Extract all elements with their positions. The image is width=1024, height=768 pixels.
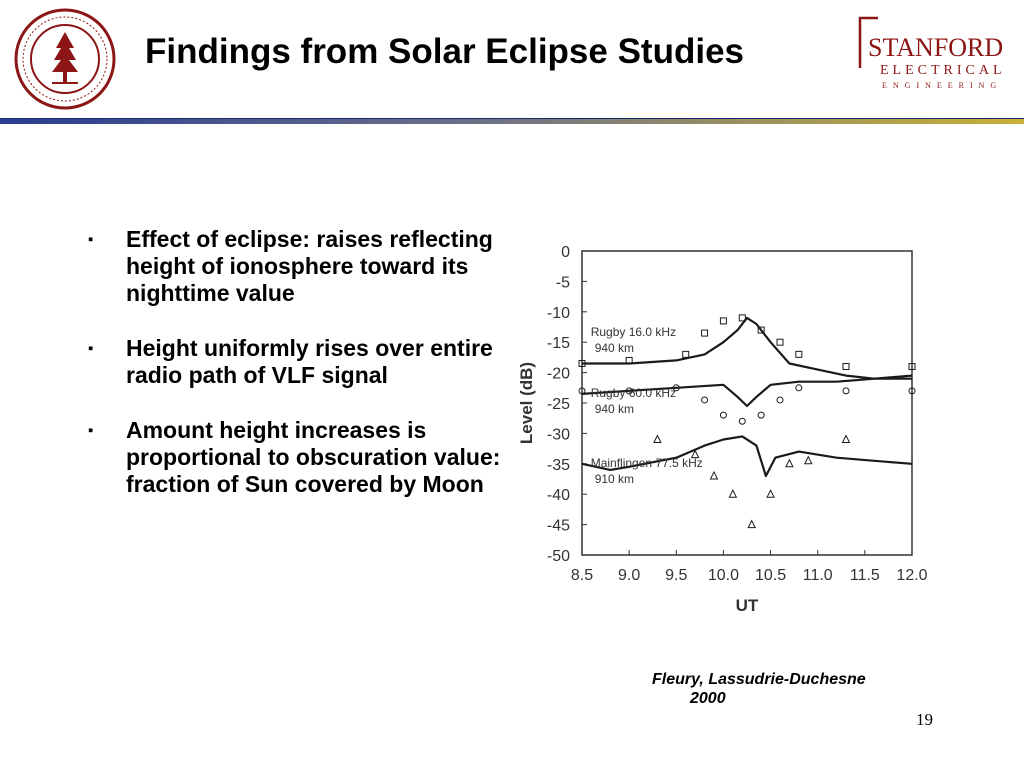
y-tick-label: -5 xyxy=(556,274,570,291)
x-axis-label: UT xyxy=(736,596,759,615)
y-axis-label: Level (dB) xyxy=(517,362,536,444)
data-point xyxy=(747,519,757,529)
data-point xyxy=(738,417,746,425)
bullet-item: ▪ Height uniformly rises over entire rad… xyxy=(88,335,508,389)
data-point xyxy=(625,356,633,364)
bullet-item: ▪ Amount height increases is proportiona… xyxy=(88,417,508,498)
data-point xyxy=(738,314,746,322)
bullet-marker: ▪ xyxy=(88,422,94,439)
y-tick-label: -20 xyxy=(547,366,570,383)
x-tick-label: 12.0 xyxy=(896,567,927,584)
data-point xyxy=(842,387,850,395)
vlf-level-chart: 0 -5 -10 -15 -20 -25 -30 -35 -40 -45 -508.5 9.0 9.5 1… xyxy=(517,244,928,615)
series-label: 910 km xyxy=(595,472,634,486)
bullet-list: ▪ Effect of eclipse: raises reflecting h… xyxy=(88,226,508,526)
data-point xyxy=(709,470,719,480)
data-point xyxy=(908,363,916,371)
data-point xyxy=(795,350,803,358)
data-point xyxy=(842,363,850,371)
data-point xyxy=(757,326,765,334)
citation-authors: Fleury, Lassudrie-Duchesne xyxy=(652,671,866,688)
series-label: 940 km xyxy=(595,341,634,355)
y-tick-label: -10 xyxy=(547,305,570,322)
bullet-text: Effect of eclipse: raises reflecting hei… xyxy=(126,226,493,306)
bullet-marker: ▪ xyxy=(88,340,94,357)
x-tick-label: 10.0 xyxy=(708,567,739,584)
citation: Fleury, Lassudrie-Duchesne 2000 xyxy=(652,670,866,708)
data-point xyxy=(701,396,709,404)
data-point xyxy=(841,434,851,443)
y-tick-label: -30 xyxy=(547,426,570,443)
x-tick-label: 8.5 xyxy=(571,567,593,584)
bullet-text: Amount height increases is proportional … xyxy=(126,417,501,497)
y-tick-label: -40 xyxy=(547,487,570,504)
data-point xyxy=(625,387,633,395)
data-point xyxy=(701,329,709,337)
logo-line-electrical: ELECTRICAL xyxy=(880,63,1006,78)
series-label: 940 km xyxy=(595,402,634,416)
data-point xyxy=(719,411,727,419)
y-tick-label: -25 xyxy=(547,396,570,413)
y-tick-label: -50 xyxy=(547,548,570,565)
data-point xyxy=(728,489,738,498)
citation-year: 2000 xyxy=(690,690,726,707)
logo-line-stanford: STANFORD xyxy=(868,33,1003,62)
header-divider xyxy=(0,118,1024,124)
data-point xyxy=(776,396,784,404)
stanford-electrical-engineering-logo: STANFORD ELECTRICAL ENGINEERING xyxy=(858,16,1006,90)
data-point xyxy=(719,317,727,325)
bullet-item: ▪ Effect of eclipse: raises reflecting h… xyxy=(88,226,508,307)
page-number: 19 xyxy=(916,710,933,729)
bullet-text: Height uniformly rises over entire radio… xyxy=(126,335,493,388)
data-point xyxy=(776,338,784,346)
x-tick-label: 10.5 xyxy=(755,567,786,584)
series-label: Rugby 16.0 kHz xyxy=(591,325,676,339)
stanford-seal-logo xyxy=(14,8,116,110)
page-title: Findings from Solar Eclipse Studies xyxy=(145,32,744,71)
y-tick-label: 0 xyxy=(561,244,570,261)
data-point xyxy=(803,455,813,465)
bullet-marker: ▪ xyxy=(88,231,94,248)
data-point xyxy=(578,359,586,367)
x-tick-label: 9.5 xyxy=(665,567,687,584)
data-point xyxy=(653,434,662,443)
series-line xyxy=(582,316,913,380)
data-point xyxy=(672,384,680,392)
y-tick-label: -35 xyxy=(547,457,570,474)
data-point xyxy=(682,350,690,358)
series-line xyxy=(581,435,913,478)
logo-line-engineering: ENGINEERING xyxy=(882,81,1002,90)
data-point xyxy=(785,458,794,468)
series-label: Mainflingen 77.5 kHz xyxy=(591,456,703,470)
series-label: Rugby 60.0 kHz xyxy=(591,386,676,400)
x-tick-label: 9.0 xyxy=(618,567,640,584)
x-tick-label: 11.0 xyxy=(803,567,833,584)
x-tick-label: 11.5 xyxy=(850,567,880,584)
data-point xyxy=(757,411,765,419)
data-point xyxy=(795,384,803,392)
series-line xyxy=(581,377,912,408)
data-point xyxy=(578,387,586,395)
y-tick-label: -45 xyxy=(547,518,570,535)
y-tick-label: -15 xyxy=(547,335,570,352)
data-point xyxy=(690,449,700,459)
data-point xyxy=(908,387,916,395)
data-point xyxy=(766,489,775,498)
